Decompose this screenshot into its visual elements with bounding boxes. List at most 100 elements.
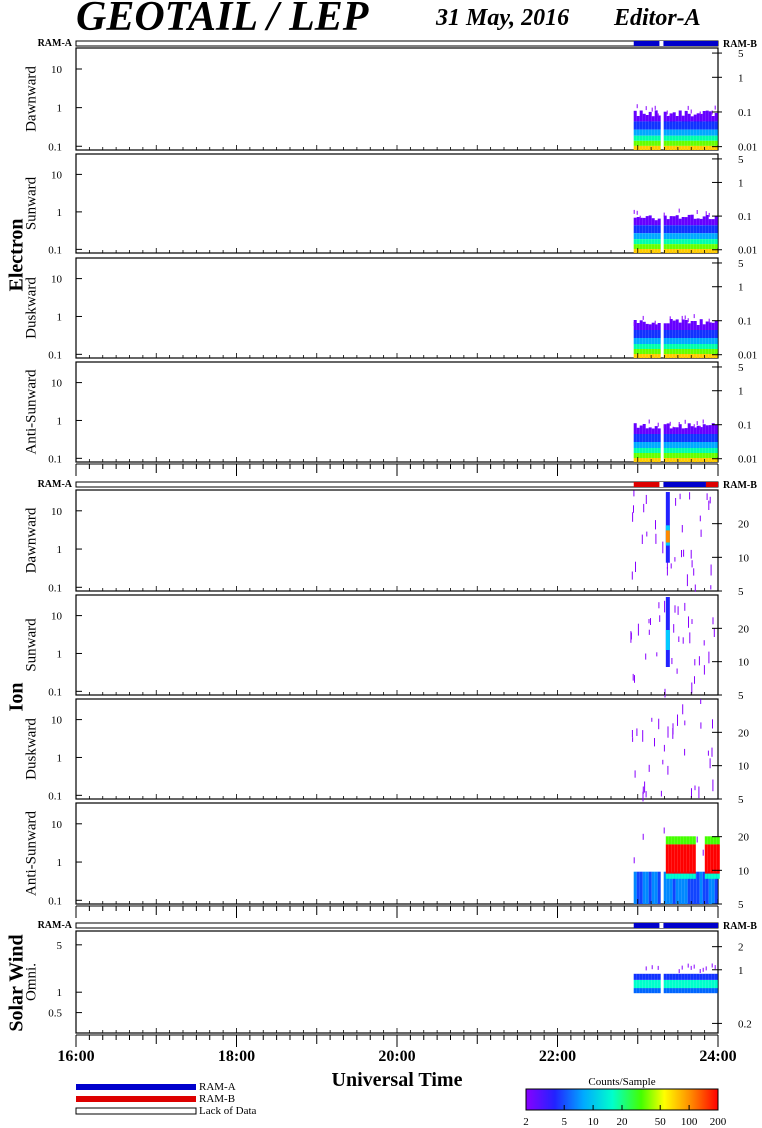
spectrum-cell [693,349,697,354]
spectrum-cell [645,871,649,904]
left-tick-label: 0.1 [48,790,62,802]
spectrum-cell [633,354,637,358]
spectrum-cell [713,844,717,874]
spectrum-cell [669,129,673,136]
spectrum-cell [713,873,717,879]
spectrum-cell [672,973,676,980]
spectrum-cell [684,419,686,424]
spectrum-cell [696,448,700,453]
spectrum-cell [632,673,634,681]
spectrum-cell [670,563,672,569]
spectrum-cell [633,135,637,141]
spectrum-cell [657,140,661,146]
spectrum-cell [633,233,637,240]
spectrum-cell [708,458,712,462]
spectrum-cell [669,354,673,358]
spectrum-cell [663,239,667,245]
legend-label-no-data: Lack of Data [199,1105,257,1117]
spectrum-cell [682,637,684,644]
spectrum-cell [639,354,643,358]
spectrum-cell [669,113,671,118]
spectrum-cell [651,116,655,122]
spectrum-cell [644,781,646,793]
spectrum-cell [694,676,695,684]
spectrum-cell [711,458,715,462]
spectrum-cell [696,233,700,240]
spectrum-cell [678,969,680,974]
spectrum-cell [711,434,715,442]
spectrum-cell [666,448,670,453]
spectrum-cell [651,218,655,226]
spectrum-cell [708,448,712,453]
spectrum-cell [708,871,712,904]
spectrum-cell [639,338,643,344]
spectrum-cell [645,349,649,354]
spectrum-cell [705,354,709,358]
figure-editor: Editor-A [613,5,701,31]
left-tick-label: 10 [51,819,63,831]
right-tick-label: 10 [738,761,750,773]
spectrum-cell [678,973,682,980]
spectrum-cell [633,225,637,234]
spectrum-cell [654,233,658,240]
spectrum-cell [636,871,640,904]
spectrum-cell [678,110,682,122]
spectrum-cell [702,338,706,344]
spectrum-cell [663,453,667,458]
spectrum-cell [693,434,697,442]
spectrum-cell [654,140,658,146]
spectrum-cell [651,988,655,994]
spectrum-cell [702,330,706,338]
left-tick-label: 1 [57,415,63,427]
spectrum-cell [645,129,649,136]
ram-status-gap [659,41,664,46]
spectrum-cell [690,109,692,114]
spectrum-cell [675,442,679,448]
spectrum-cell [672,145,676,150]
spectrum-cell [678,349,682,354]
spectrum-cell [632,737,634,742]
spectrum-cell [642,330,646,338]
spectrum-cell [678,453,682,458]
spectrum-cell [702,434,706,442]
colorbar-tick-label: 100 [681,1116,698,1128]
spectrum-cell [699,233,703,240]
spectrum-cell [693,442,697,448]
left-tick-label: 5 [57,940,63,952]
spectrum-cell [645,106,647,111]
spectrum-cell [696,425,700,434]
spectrum-cell [648,121,652,130]
panel-frame [75,361,719,463]
spectrum-cell [664,688,666,698]
spectrum-cell [687,354,691,358]
x-axis-title: Universal Time [332,1069,463,1091]
spectrum-cell [657,434,661,442]
spectrum-cell [639,425,643,434]
spectrum-cell [665,836,669,845]
spectrum-cell [654,324,658,330]
spectrum-cell [651,453,655,458]
spectrum-cell [684,458,688,462]
spectrum-cell [657,871,661,904]
spectrum-cell [699,425,701,430]
spectrum-cell [642,225,646,234]
spectrum-cell [639,458,643,462]
spectrum-cell [651,322,655,330]
spectrum-cell [657,422,659,427]
spectrum-cell [672,140,676,146]
spectrum-cell [657,980,661,989]
spectrum-cell [693,453,697,458]
spectrum-cell [678,129,682,136]
legend-swatch-ram-a [76,1084,196,1090]
spectrum-cell [690,549,692,559]
spectrum-cell [714,344,718,349]
spectrum-cell [654,344,658,349]
left-tick-label: 10 [51,378,63,390]
spectrum-cell [648,129,652,136]
axes-layer: RAM-A RAM-B Electron Dawnward 10 1 0.1 5 1 0.1 0.0… [6,38,758,1065]
spectrum-cell [636,442,640,448]
spectrum-cell [663,111,667,122]
group-label: Ion [6,683,28,712]
spectrum-cell [646,531,648,537]
spectrum-cell [690,442,694,448]
